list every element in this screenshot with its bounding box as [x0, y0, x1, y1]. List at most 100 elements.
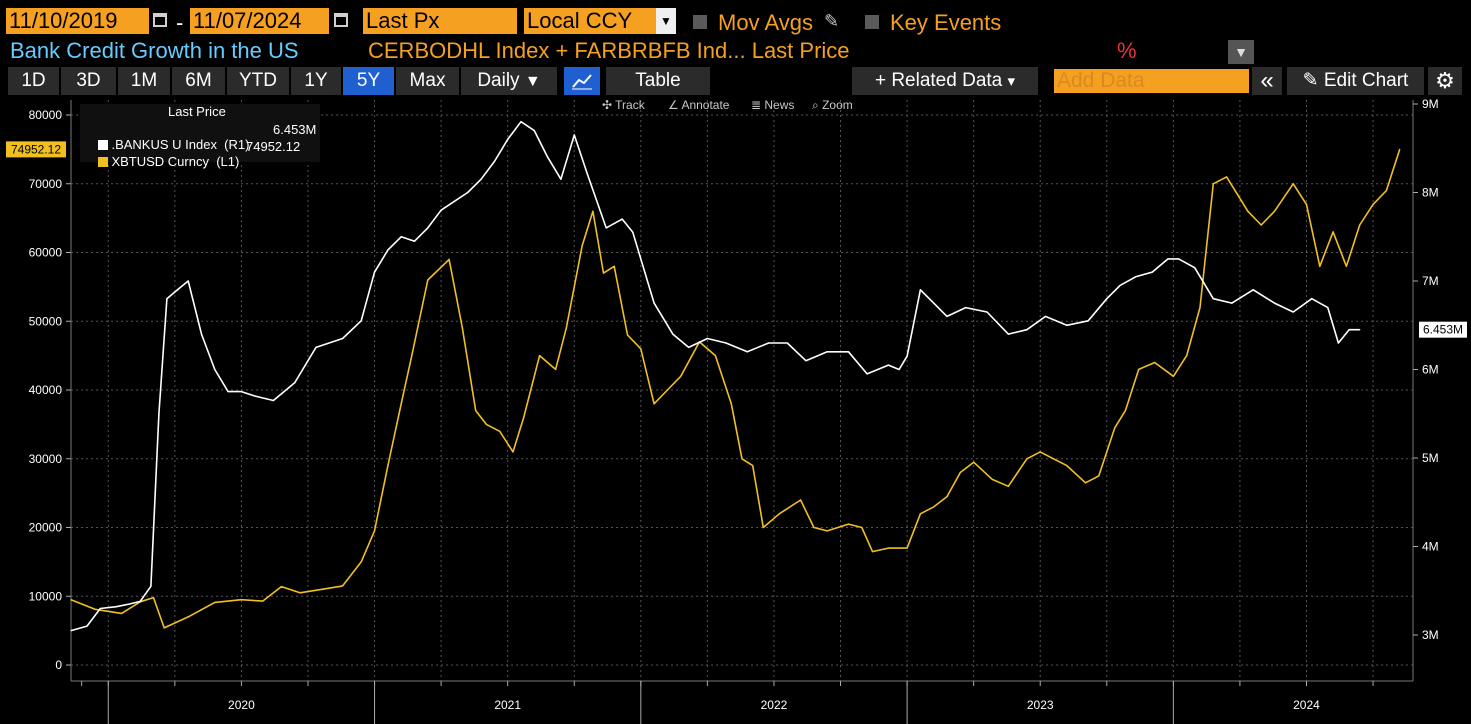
- currency-dropdown-icon[interactable]: ▼: [656, 8, 676, 34]
- right-axis: 3M 4M 5M 6M 7M 8M 9M 6.453M: [1413, 97, 1467, 642]
- data-point: [1186, 355, 1188, 357]
- price-chart[interactable]: 0 10000 20000 30000 40000 50000 60000 70000 8000…: [0, 95, 1471, 724]
- left-tick-label: 60000: [29, 246, 63, 260]
- data-point: [1172, 375, 1174, 377]
- data-point: [427, 227, 429, 229]
- legend-item-value: 74952.12: [246, 139, 301, 154]
- track-tool[interactable]: ✣ Track: [602, 98, 645, 112]
- gear-icon[interactable]: ⚙: [1428, 67, 1462, 95]
- title-bar: Bank Credit Growth in the US CERBODHL In…: [0, 38, 1471, 66]
- range-button-3d[interactable]: 3D: [61, 67, 116, 95]
- data-point: [946, 315, 948, 317]
- data-point: [373, 271, 376, 273]
- chart-title: Bank Credit Growth in the US: [10, 38, 299, 63]
- mov-avgs-label[interactable]: Mov Avgs: [718, 10, 813, 35]
- mov-avgs-checkbox[interactable]: [693, 15, 707, 29]
- key-events-label[interactable]: Key Events: [890, 10, 1002, 35]
- table-button[interactable]: Table: [606, 67, 710, 95]
- date-separator: -: [176, 10, 184, 35]
- range-button-1m[interactable]: 1M: [118, 67, 170, 95]
- data-point: [70, 599, 72, 601]
- add-data-input[interactable]: Add Data: [1054, 69, 1249, 93]
- calendar-icon[interactable]: [150, 10, 172, 32]
- data-point: [933, 506, 935, 508]
- series-line-xbtusd: [70, 149, 1401, 629]
- end-date-input[interactable]: 11/07/2024: [190, 8, 329, 34]
- news-tool[interactable]: ≣ News: [751, 98, 795, 112]
- left-tick-label: 80000: [29, 108, 63, 122]
- data-point: [152, 597, 155, 599]
- data-point: [1178, 258, 1180, 260]
- data-point: [1385, 190, 1387, 192]
- data-point: [387, 465, 389, 467]
- data-point: [626, 334, 629, 336]
- data-point: [320, 588, 322, 590]
- left-tick-label: 30000: [29, 452, 63, 466]
- data-point: [906, 547, 908, 549]
- data-point: [360, 561, 362, 563]
- data-point: [166, 298, 168, 300]
- pencil-icon[interactable]: ✎: [824, 11, 840, 31]
- data-point: [672, 333, 674, 335]
- data-point: [1199, 306, 1201, 309]
- data-point: [1106, 298, 1108, 300]
- data-point: [581, 245, 583, 247]
- zoom-tool[interactable]: ⌕ Zoom: [812, 98, 853, 112]
- data-point: [373, 530, 376, 532]
- data-point: [632, 231, 634, 233]
- data-point: [986, 311, 988, 313]
- data-point: [200, 333, 203, 335]
- percent-toggle[interactable]: %: [1117, 38, 1137, 63]
- data-point: [240, 391, 243, 393]
- range-button-5y[interactable]: 5Y: [343, 67, 394, 95]
- right-tick-label: 8M: [1422, 186, 1439, 200]
- data-point: [1066, 465, 1068, 467]
- data-point: [1273, 302, 1276, 304]
- data-point: [70, 629, 72, 632]
- data-point: [813, 526, 815, 529]
- edit-chart-button[interactable]: ✎ Edit Chart: [1287, 67, 1424, 95]
- field-select[interactable]: Last Px: [363, 8, 517, 34]
- data-point: [1007, 333, 1009, 335]
- currency-select[interactable]: Local CCY: [524, 8, 656, 34]
- data-point: [919, 289, 922, 291]
- data-point: [799, 499, 802, 501]
- data-point: [1212, 298, 1214, 300]
- start-date-input[interactable]: 11/10/2019: [6, 8, 149, 34]
- data-point: [1305, 203, 1308, 205]
- frequency-label: Daily: [477, 70, 520, 91]
- data-point: [847, 351, 850, 353]
- legend-item-xbtusd[interactable]: XBTUSD Curncy (L1): [84, 139, 239, 184]
- data-point: [294, 382, 296, 384]
- calendar-icon[interactable]: [331, 10, 353, 32]
- data-point: [1052, 458, 1055, 460]
- data-point: [533, 129, 535, 132]
- frequency-select[interactable]: Daily ▼: [461, 67, 557, 95]
- data-point: [1044, 315, 1047, 317]
- data-point: [262, 600, 264, 602]
- data-point: [1194, 267, 1196, 269]
- data-point: [240, 599, 243, 601]
- legend-item-bankus[interactable]: .BANKUS U Index (R1): [84, 122, 249, 167]
- data-point: [1154, 361, 1156, 364]
- line-chart-icon[interactable]: [564, 67, 600, 95]
- data-point: [1252, 289, 1254, 291]
- data-point: [1026, 329, 1028, 331]
- x-year-label: 2022: [761, 698, 788, 712]
- collapse-icon[interactable]: «: [1252, 67, 1282, 95]
- range-toolbar: 1D 3D 1M 6M YTD 1Y 5Y Max Daily ▼ Table …: [0, 67, 1471, 95]
- data-point: [1114, 427, 1116, 429]
- range-button-6m[interactable]: 6M: [172, 67, 225, 95]
- data-point: [965, 306, 967, 309]
- related-data-button[interactable]: + Related Data ▾: [852, 67, 1038, 95]
- range-button-1y[interactable]: 1Y: [291, 67, 341, 95]
- annotate-tool[interactable]: ∠ Annotate: [668, 98, 730, 112]
- range-button-ytd[interactable]: YTD: [227, 67, 289, 95]
- data-point: [730, 403, 732, 405]
- range-button-1d[interactable]: 1D: [8, 67, 59, 95]
- data-point: [805, 360, 807, 362]
- key-events-checkbox[interactable]: [865, 15, 879, 29]
- x-year-label: 2021: [494, 698, 521, 712]
- filter-icon[interactable]: ▼: [1228, 40, 1254, 64]
- range-button-max[interactable]: Max: [396, 67, 459, 95]
